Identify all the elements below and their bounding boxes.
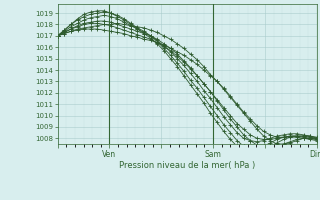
X-axis label: Pression niveau de la mer( hPa ): Pression niveau de la mer( hPa ) xyxy=(119,161,255,170)
